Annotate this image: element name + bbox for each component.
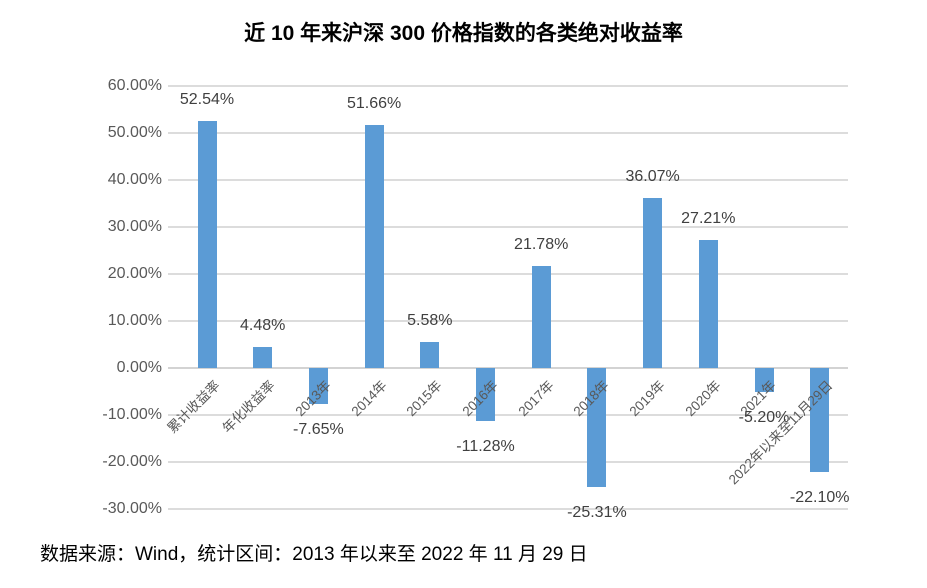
bar [420,342,440,368]
category-label: 累计收益率 [163,377,223,437]
bar [253,347,273,368]
y-axis-tick-label: -20.00% [102,453,162,470]
bar [754,368,774,392]
gridline [168,179,848,181]
y-axis-tick-label: 50.00% [107,124,162,141]
bar-value-label: 51.66% [346,95,402,112]
bar-value-label: -25.31% [567,504,627,521]
source-note: 数据来源：Wind，统计区间：2013 年以来至 2022 年 11 月 29 … [40,544,588,565]
gridline [168,414,848,416]
x-axis-line [168,367,848,369]
bar [531,266,551,368]
y-axis-tick-label: -30.00% [102,500,162,517]
y-axis-tick-label: 10.00% [107,312,162,329]
gridline [168,320,848,322]
bar [643,198,663,368]
y-axis-tick-label: 0.00% [116,359,162,376]
bar-value-label: 36.07% [625,168,680,185]
y-axis-tick-label: 60.00% [107,77,162,94]
bar-value-label: 4.48% [240,317,286,334]
bar-value-label: 21.78% [514,236,569,253]
bar [587,368,607,487]
bar [476,368,495,421]
bar-value-label: 52.54% [179,91,235,108]
bar-value-label: 5.58% [407,312,453,329]
y-axis-tick-label: -10.00% [102,406,162,423]
bar [698,240,718,368]
gridline [168,461,848,463]
bar [308,368,328,404]
bar-value-label: -22.10% [789,489,850,506]
gridline [168,508,848,510]
gridline [168,226,848,228]
gridline [168,85,848,87]
bar-value-label: 27.21% [681,210,736,227]
gridline [168,132,848,134]
bar [810,368,830,472]
bar [364,125,384,368]
bar-value-label: -11.28% [456,438,515,455]
bar-value-label: -7.65% [293,421,344,438]
bar-value-label: -5.20% [738,409,790,426]
y-axis-tick-label: 30.00% [107,218,162,235]
gridline [168,273,848,275]
chart-title: 近 10 年来沪深 300 价格指数的各类绝对收益率 [244,22,683,45]
bar [197,121,217,368]
y-axis-tick-label: 40.00% [107,171,162,188]
y-axis-tick-label: 20.00% [107,265,162,282]
